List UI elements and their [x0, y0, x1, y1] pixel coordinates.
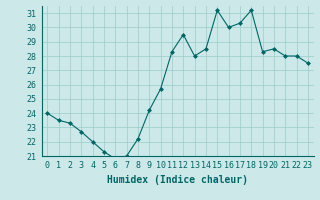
- X-axis label: Humidex (Indice chaleur): Humidex (Indice chaleur): [107, 175, 248, 185]
